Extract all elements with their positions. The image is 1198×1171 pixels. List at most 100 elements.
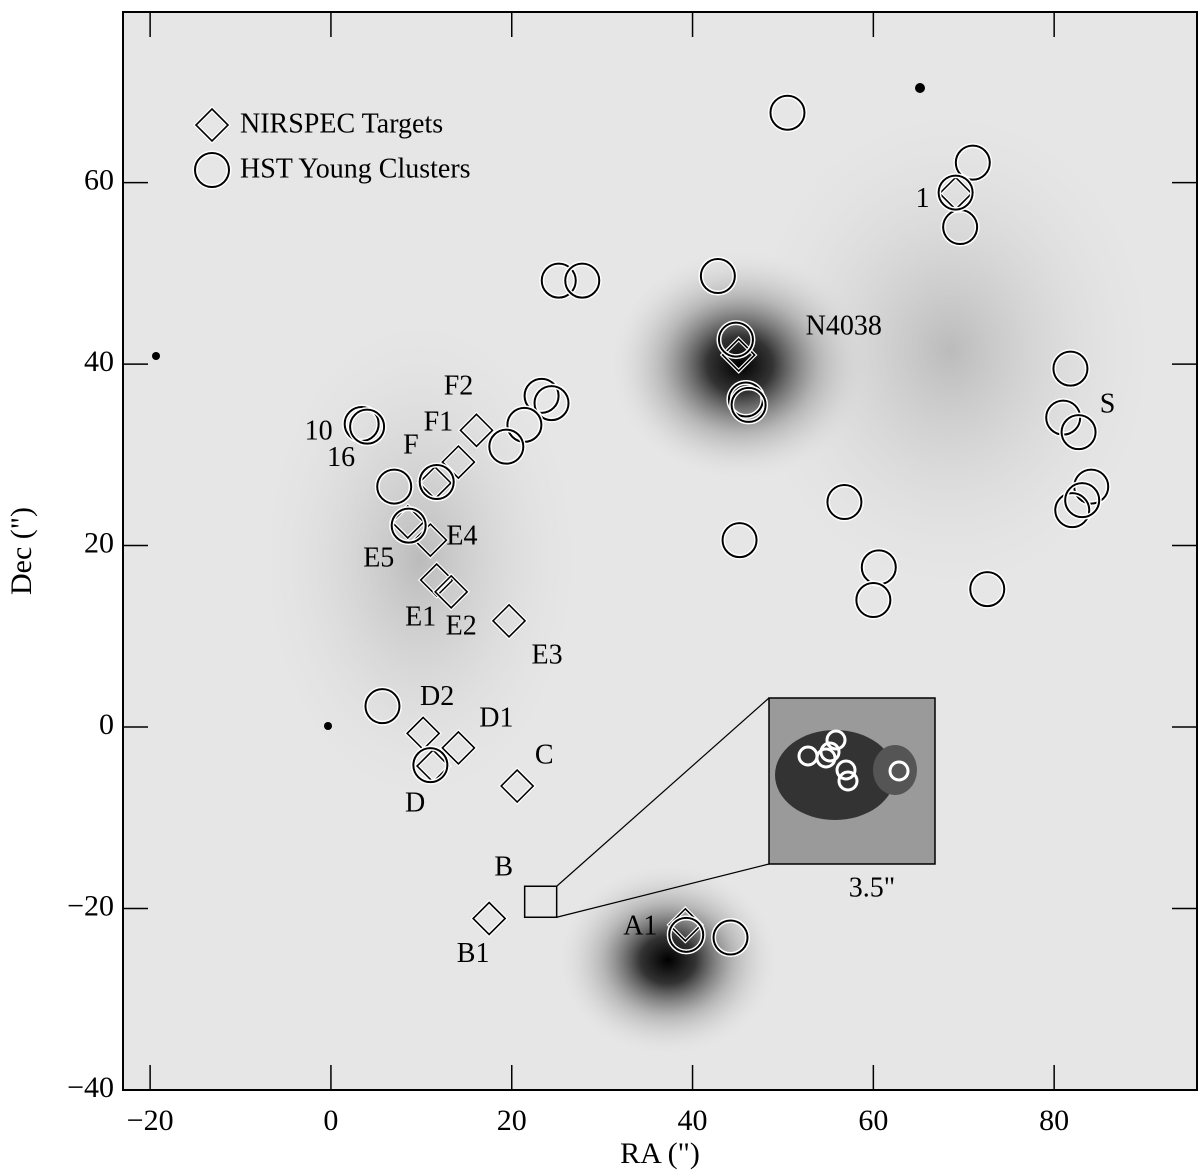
point-label: 16 bbox=[327, 442, 355, 473]
circle bbox=[855, 582, 892, 618]
star bbox=[152, 352, 160, 360]
point-label: B1 bbox=[457, 938, 490, 969]
circle bbox=[488, 428, 525, 465]
circle-marker bbox=[374, 467, 414, 507]
circle bbox=[826, 484, 863, 520]
circle-marker bbox=[562, 261, 602, 301]
circle bbox=[564, 262, 601, 299]
circle bbox=[668, 916, 705, 953]
point-label: C bbox=[535, 739, 554, 770]
circle-marker bbox=[347, 407, 387, 447]
circle bbox=[523, 377, 560, 414]
inset: 3.5" bbox=[768, 697, 936, 903]
sky-image bbox=[123, 12, 1197, 1090]
circle-marker bbox=[711, 918, 751, 958]
haze bbox=[730, 90, 1170, 610]
circle-marker bbox=[1052, 490, 1092, 530]
star bbox=[915, 83, 925, 93]
circle-marker bbox=[666, 915, 706, 955]
circle-marker bbox=[698, 256, 738, 296]
circle bbox=[533, 385, 570, 422]
inset-blob bbox=[775, 730, 895, 820]
circle bbox=[390, 507, 427, 544]
circle-marker bbox=[716, 320, 756, 360]
circle-marker bbox=[1050, 349, 1090, 389]
inset-cluster bbox=[837, 770, 859, 792]
x-tick-label: 40 bbox=[678, 1104, 708, 1137]
circle-marker bbox=[486, 427, 526, 467]
circle bbox=[969, 571, 1006, 608]
point-label: F2 bbox=[444, 371, 474, 402]
diamond-marker bbox=[498, 767, 536, 805]
y-tick-label: −20 bbox=[67, 889, 114, 922]
circle bbox=[699, 258, 736, 295]
circle bbox=[364, 688, 401, 725]
star bbox=[324, 722, 332, 730]
circle-marker bbox=[824, 482, 864, 522]
circle bbox=[418, 464, 455, 501]
circle-marker bbox=[729, 385, 769, 425]
circle bbox=[769, 94, 806, 131]
point-label: E2 bbox=[446, 610, 477, 641]
point-label: N4038 bbox=[806, 310, 882, 341]
diamond bbox=[441, 444, 476, 480]
circle bbox=[1064, 482, 1101, 519]
x-axis-title: RA (") bbox=[620, 1137, 700, 1170]
zoom-label: B bbox=[494, 852, 513, 883]
y-axis-title: Dec (") bbox=[5, 507, 38, 595]
diamond bbox=[194, 107, 230, 143]
diamond bbox=[434, 574, 469, 609]
inset-cluster bbox=[835, 759, 857, 781]
point-label: E5 bbox=[363, 542, 394, 573]
legend-label: NIRSPEC Targets bbox=[240, 108, 443, 139]
zoom-box bbox=[523, 885, 558, 919]
x-tick-label: 60 bbox=[858, 1104, 888, 1137]
circle-marker bbox=[953, 143, 993, 183]
circle bbox=[954, 144, 991, 181]
diamond-marker bbox=[470, 899, 508, 938]
circle-marker bbox=[539, 261, 579, 301]
inset-cluster bbox=[888, 760, 910, 782]
x-tick-label: −20 bbox=[127, 1104, 174, 1137]
point-label: E3 bbox=[531, 639, 562, 670]
circle-marker bbox=[1059, 412, 1099, 452]
circle-marker bbox=[967, 569, 1007, 609]
point-label: A1 bbox=[623, 910, 657, 941]
circle-marker bbox=[362, 686, 402, 726]
y-tick-label: 60 bbox=[84, 163, 114, 196]
nucleus bbox=[558, 865, 778, 1055]
point-label: F1 bbox=[424, 406, 454, 437]
point-label: 1 bbox=[916, 183, 930, 214]
point-label: F bbox=[403, 429, 419, 460]
diamond bbox=[472, 901, 507, 936]
circle bbox=[730, 386, 767, 423]
circle-marker bbox=[720, 520, 760, 560]
circle bbox=[540, 262, 577, 299]
diamond bbox=[459, 413, 494, 448]
nucleus bbox=[610, 250, 870, 480]
circle bbox=[1052, 350, 1089, 387]
circle bbox=[376, 468, 413, 505]
point-label: 10 bbox=[305, 415, 333, 446]
diamond bbox=[441, 730, 476, 766]
inset-cluster bbox=[825, 729, 847, 751]
y-tick-label: −40 bbox=[67, 1071, 114, 1104]
diamond bbox=[413, 522, 448, 558]
circle-marker bbox=[532, 383, 572, 423]
y-tick-label: 0 bbox=[99, 708, 114, 741]
diamond-marker bbox=[457, 411, 496, 450]
y-tick-label: 20 bbox=[84, 526, 114, 559]
diamond-marker bbox=[490, 602, 528, 640]
circle bbox=[717, 321, 754, 358]
circle-marker bbox=[853, 580, 893, 620]
zoom-line bbox=[556, 697, 770, 887]
circle bbox=[1054, 492, 1091, 529]
y-tick-label: 40 bbox=[84, 345, 114, 378]
legend-marker bbox=[193, 106, 231, 144]
circle-marker bbox=[410, 745, 450, 785]
circle-marker bbox=[389, 506, 429, 546]
circle-marker bbox=[522, 376, 562, 416]
circle-marker bbox=[417, 462, 457, 502]
x-tick-label: 80 bbox=[1039, 1104, 1069, 1137]
